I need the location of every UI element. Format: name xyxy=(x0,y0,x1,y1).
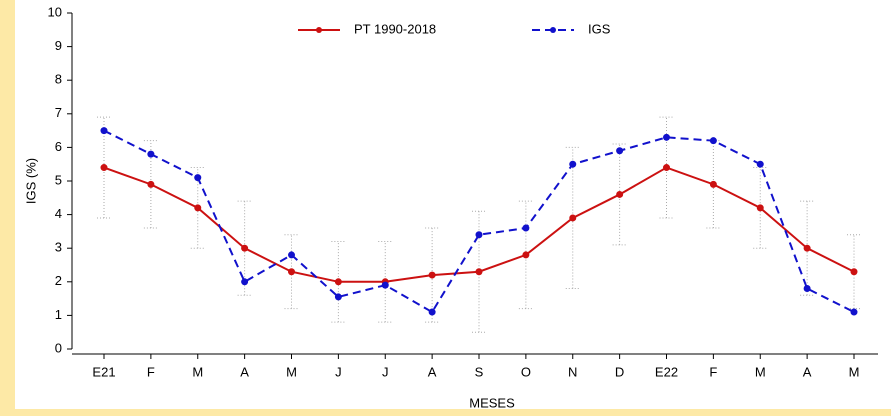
y-axis-label: IGS (%) xyxy=(23,158,38,204)
y-tick-label: 8 xyxy=(55,72,62,87)
point xyxy=(147,150,155,158)
point xyxy=(569,214,577,222)
point xyxy=(428,271,436,279)
point xyxy=(100,127,108,135)
y-tick-label: 3 xyxy=(55,240,62,255)
x-axis-label: MESES xyxy=(469,395,515,410)
y-tick-label: 1 xyxy=(55,307,62,322)
point xyxy=(616,190,624,198)
point xyxy=(288,251,295,259)
point xyxy=(194,174,202,182)
point xyxy=(334,278,342,286)
point xyxy=(709,137,717,145)
x-tick-label: M xyxy=(755,364,766,379)
x-tick-label: J xyxy=(382,364,389,379)
y-tick-label: 5 xyxy=(55,172,62,187)
y-tick-label: 2 xyxy=(55,273,62,288)
point xyxy=(663,133,670,141)
point xyxy=(522,251,530,259)
legend-label: IGS xyxy=(588,21,611,36)
point xyxy=(803,244,811,252)
x-tick-label: A xyxy=(428,364,437,379)
x-tick-label: M xyxy=(849,364,860,379)
point xyxy=(194,204,202,212)
point xyxy=(522,224,530,232)
x-tick-label: J xyxy=(335,364,342,379)
x-tick-label: D xyxy=(615,364,624,379)
point xyxy=(334,293,342,301)
y-tick-label: 9 xyxy=(55,38,62,53)
y-tick-label: 0 xyxy=(55,340,62,355)
series-line xyxy=(103,129,855,314)
legend-marker xyxy=(550,27,556,33)
y-tick-label: 10 xyxy=(48,4,62,19)
point xyxy=(803,285,811,293)
x-tick-label: E21 xyxy=(92,364,115,379)
x-tick-label: M xyxy=(192,364,203,379)
point xyxy=(756,160,764,168)
point xyxy=(569,160,577,168)
x-tick-label: A xyxy=(803,364,812,379)
x-tick-label: O xyxy=(521,364,531,379)
x-tick-label: S xyxy=(475,364,484,379)
bottom-strip xyxy=(0,409,891,416)
x-tick-label: A xyxy=(240,364,249,379)
x-tick-label: N xyxy=(568,364,577,379)
point xyxy=(100,164,108,172)
point xyxy=(709,180,717,188)
x-tick-label: F xyxy=(147,364,155,379)
point xyxy=(241,278,249,286)
point xyxy=(288,268,295,276)
x-tick-label: E22 xyxy=(655,364,678,379)
point xyxy=(147,180,155,188)
point xyxy=(241,244,249,252)
y-tick-label: 4 xyxy=(55,206,62,221)
point xyxy=(850,308,858,316)
x-tick-label: F xyxy=(709,364,717,379)
point xyxy=(381,281,389,289)
point xyxy=(616,147,624,155)
point xyxy=(850,268,858,276)
point xyxy=(663,164,670,172)
x-tick-label: M xyxy=(286,364,297,379)
point xyxy=(756,204,764,212)
y-tick-label: 6 xyxy=(55,139,62,154)
y-tick-label: 7 xyxy=(55,105,62,120)
point xyxy=(475,268,483,276)
side-strip xyxy=(0,0,15,416)
series-line xyxy=(103,166,855,283)
point xyxy=(428,308,436,316)
legend-label: PT 1990-2018 xyxy=(354,21,436,36)
legend-marker xyxy=(316,27,322,33)
point xyxy=(475,231,483,239)
